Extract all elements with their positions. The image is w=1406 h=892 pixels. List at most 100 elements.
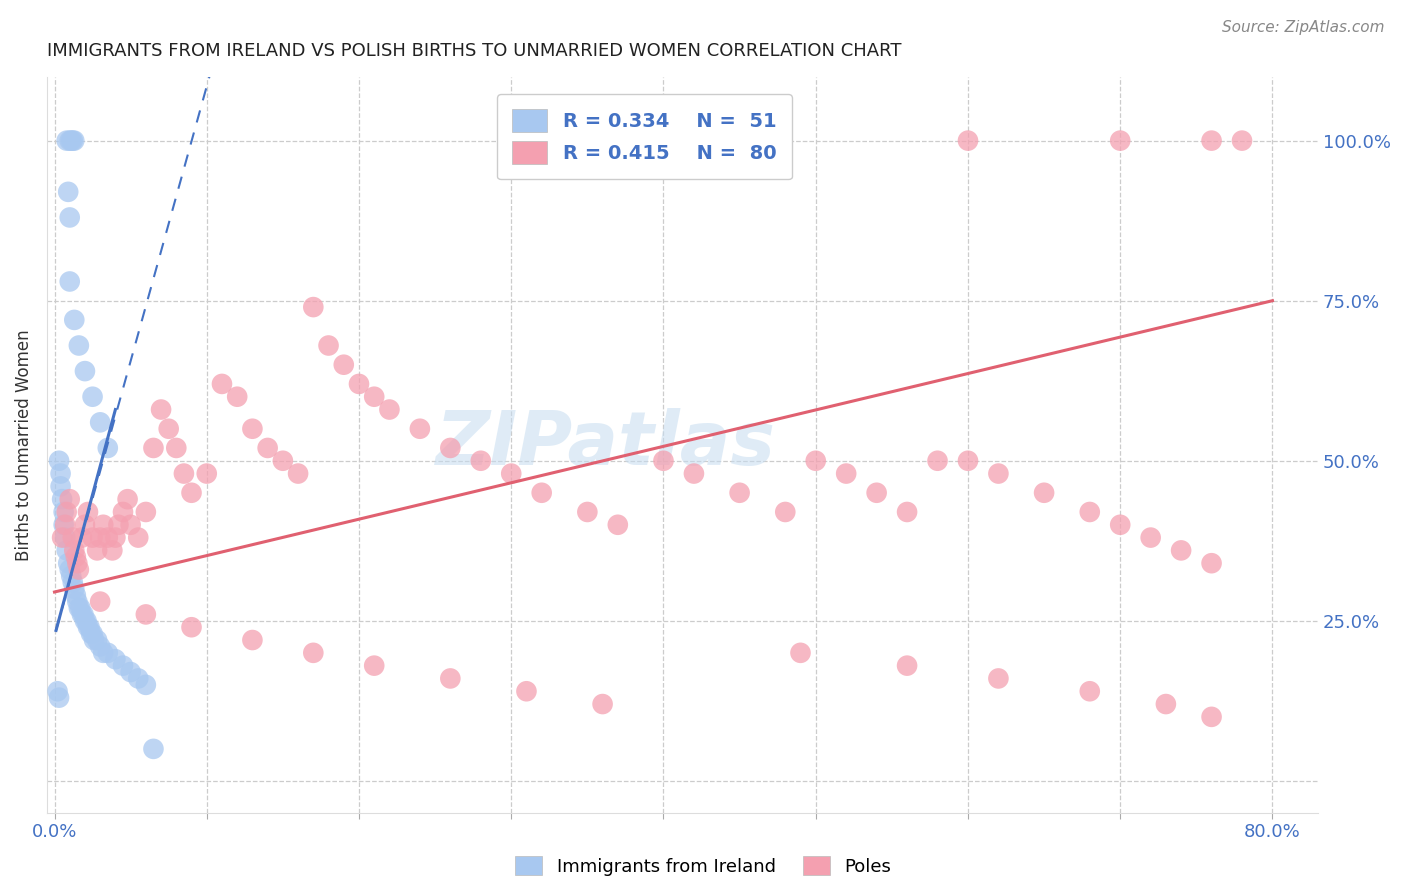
Point bbox=[120, 517, 142, 532]
Point bbox=[835, 467, 858, 481]
Point bbox=[63, 582, 86, 596]
Point bbox=[117, 492, 139, 507]
Point bbox=[73, 364, 96, 378]
Point bbox=[70, 607, 93, 622]
Point bbox=[1170, 543, 1192, 558]
Point bbox=[515, 684, 537, 698]
Point bbox=[59, 134, 82, 148]
Point bbox=[501, 467, 523, 481]
Point bbox=[1078, 684, 1101, 698]
Text: ZIPatlas: ZIPatlas bbox=[436, 409, 776, 482]
Point bbox=[86, 633, 108, 648]
Point bbox=[896, 658, 918, 673]
Point bbox=[89, 640, 111, 654]
Point bbox=[775, 505, 797, 519]
Point bbox=[51, 492, 73, 507]
Point bbox=[287, 467, 309, 481]
Point bbox=[53, 517, 76, 532]
Point bbox=[82, 626, 104, 640]
Point bbox=[51, 531, 73, 545]
Point bbox=[135, 505, 157, 519]
Point bbox=[97, 531, 120, 545]
Point bbox=[53, 531, 76, 545]
Point bbox=[956, 134, 979, 148]
Point bbox=[67, 601, 90, 615]
Point bbox=[1154, 697, 1177, 711]
Point bbox=[82, 531, 104, 545]
Point bbox=[530, 485, 553, 500]
Point bbox=[1201, 134, 1223, 148]
Point bbox=[97, 646, 120, 660]
Point bbox=[226, 390, 249, 404]
Point bbox=[49, 479, 72, 493]
Point bbox=[318, 338, 340, 352]
Point bbox=[101, 543, 124, 558]
Point bbox=[62, 575, 84, 590]
Point bbox=[77, 620, 100, 634]
Point bbox=[271, 454, 294, 468]
Point bbox=[77, 505, 100, 519]
Point bbox=[865, 485, 887, 500]
Point bbox=[76, 614, 98, 628]
Text: Source: ZipAtlas.com: Source: ZipAtlas.com bbox=[1222, 20, 1385, 35]
Point bbox=[683, 467, 706, 481]
Text: IMMIGRANTS FROM IRELAND VS POLISH BIRTHS TO UNMARRIED WOMEN CORRELATION CHART: IMMIGRANTS FROM IRELAND VS POLISH BIRTHS… bbox=[46, 42, 901, 60]
Point bbox=[142, 441, 165, 455]
Point bbox=[69, 601, 91, 615]
Y-axis label: Births to Unmarried Women: Births to Unmarried Women bbox=[15, 329, 32, 560]
Point bbox=[1109, 517, 1132, 532]
Point bbox=[987, 467, 1010, 481]
Point bbox=[211, 376, 233, 391]
Point bbox=[242, 422, 264, 436]
Point bbox=[1201, 556, 1223, 570]
Point bbox=[104, 652, 127, 666]
Point bbox=[242, 633, 264, 648]
Point bbox=[55, 134, 77, 148]
Point bbox=[52, 505, 75, 519]
Legend: Immigrants from Ireland, Poles: Immigrants from Ireland, Poles bbox=[508, 849, 898, 883]
Point bbox=[107, 517, 129, 532]
Point bbox=[62, 531, 84, 545]
Point bbox=[104, 531, 127, 545]
Point bbox=[73, 517, 96, 532]
Point bbox=[83, 633, 105, 648]
Point bbox=[956, 454, 979, 468]
Point bbox=[173, 467, 195, 481]
Point bbox=[150, 402, 173, 417]
Point bbox=[1078, 505, 1101, 519]
Point bbox=[142, 742, 165, 756]
Point bbox=[63, 313, 86, 327]
Point bbox=[89, 415, 111, 429]
Point bbox=[135, 607, 157, 622]
Point bbox=[1230, 134, 1253, 148]
Point bbox=[97, 441, 120, 455]
Point bbox=[60, 569, 83, 583]
Point bbox=[1201, 710, 1223, 724]
Point bbox=[804, 454, 827, 468]
Point bbox=[728, 485, 751, 500]
Point bbox=[66, 594, 89, 608]
Point bbox=[987, 672, 1010, 686]
Point bbox=[91, 517, 114, 532]
Point bbox=[1109, 134, 1132, 148]
Point bbox=[59, 275, 82, 289]
Point bbox=[82, 390, 104, 404]
Point bbox=[63, 543, 86, 558]
Point bbox=[378, 402, 401, 417]
Point bbox=[606, 517, 628, 532]
Point bbox=[789, 646, 811, 660]
Point bbox=[67, 338, 90, 352]
Point bbox=[80, 626, 103, 640]
Point bbox=[157, 422, 180, 436]
Point bbox=[89, 531, 111, 545]
Point bbox=[439, 441, 461, 455]
Point bbox=[49, 467, 72, 481]
Point bbox=[59, 563, 82, 577]
Point bbox=[363, 390, 385, 404]
Point bbox=[48, 454, 70, 468]
Point bbox=[55, 505, 77, 519]
Legend: R = 0.334    N =  51, R = 0.415    N =  80: R = 0.334 N = 51, R = 0.415 N = 80 bbox=[496, 94, 792, 179]
Point bbox=[72, 607, 94, 622]
Point bbox=[135, 678, 157, 692]
Point bbox=[439, 672, 461, 686]
